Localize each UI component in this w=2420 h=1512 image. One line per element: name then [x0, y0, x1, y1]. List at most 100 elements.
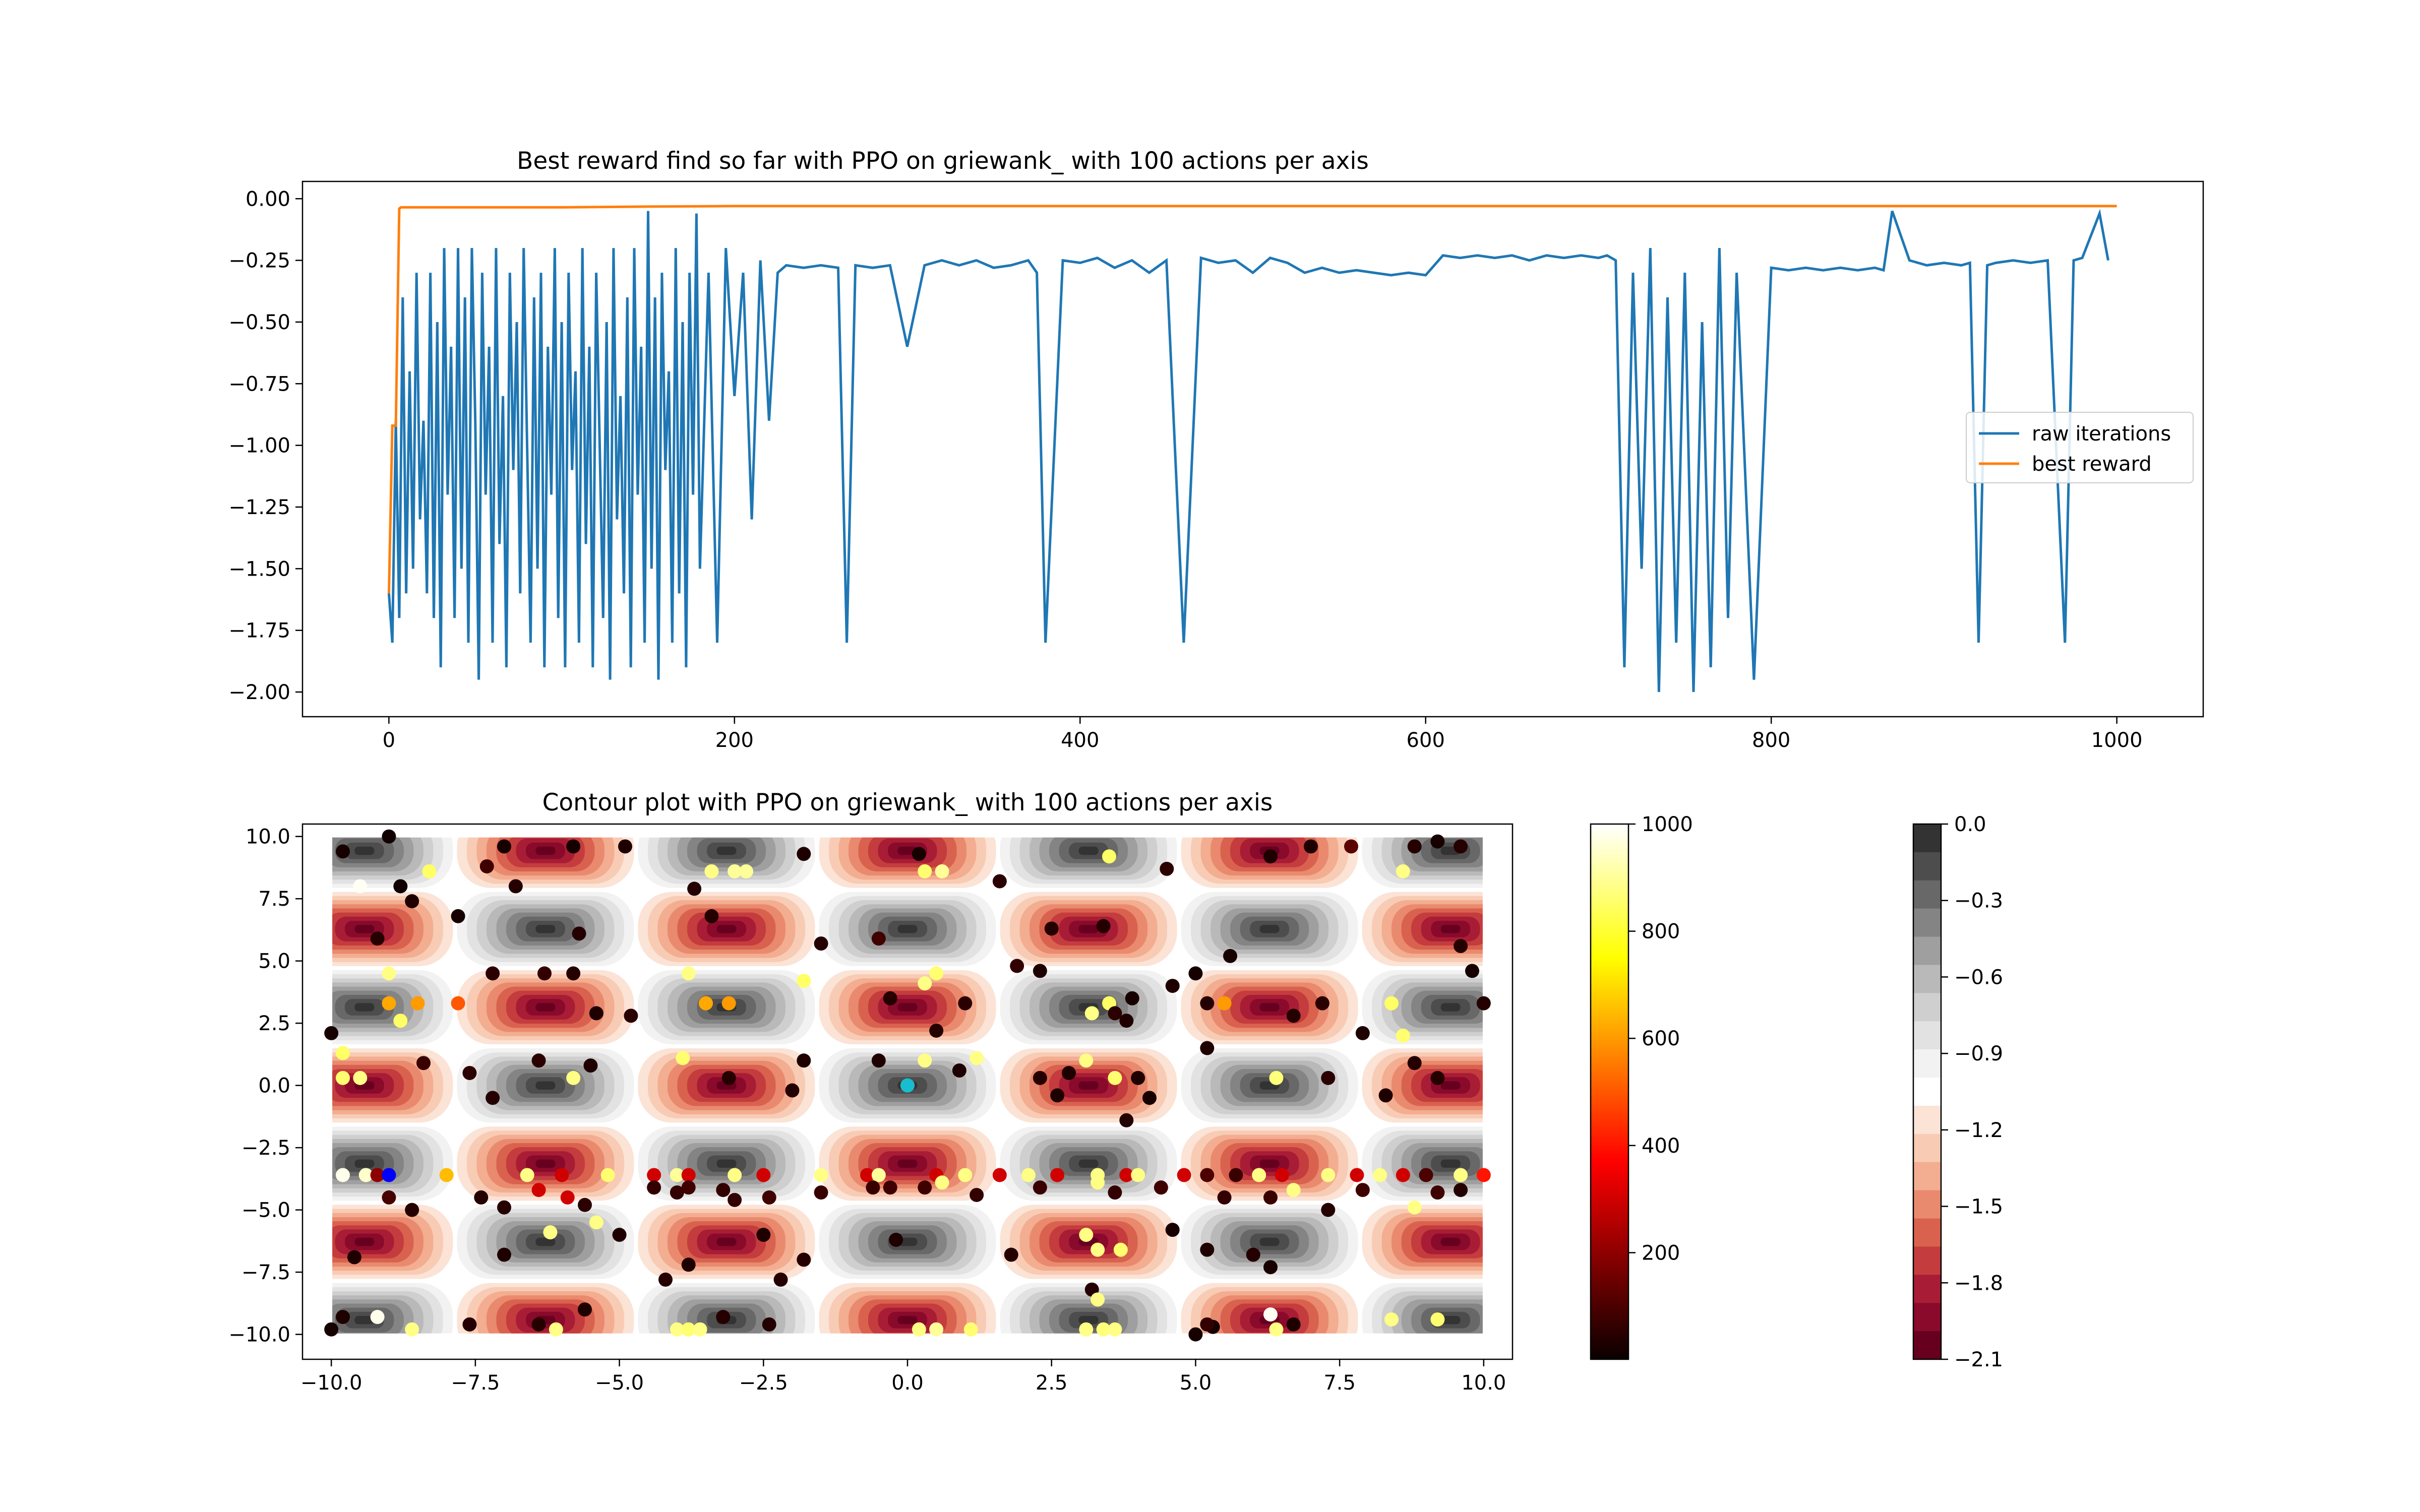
- scatter-point: [531, 1053, 546, 1068]
- scatter-point: [393, 879, 408, 894]
- colorbar-band: [1913, 1078, 1941, 1106]
- scatter-point: [1010, 959, 1024, 973]
- scatter-point: [1079, 1053, 1094, 1068]
- scatter-point: [1125, 991, 1139, 1005]
- scatter-point: [531, 1317, 546, 1332]
- contour-cell-red: [332, 1205, 453, 1279]
- scatter-point: [912, 847, 926, 861]
- scatter-point: [871, 1053, 886, 1068]
- colorbar-tick-label: −2.1: [1954, 1348, 2003, 1371]
- scatter-point: [486, 966, 500, 981]
- scatter-point: [520, 1168, 534, 1182]
- scatter-point: [1131, 1070, 1145, 1085]
- contour-cell-red: [638, 892, 815, 966]
- contour-cell-grey: [819, 892, 996, 966]
- scatter-point: [814, 1185, 828, 1200]
- scatter-point: [1165, 1223, 1180, 1237]
- scatter-point: [405, 894, 419, 909]
- scatter-point: [560, 1190, 575, 1205]
- scatter-point: [1286, 1009, 1301, 1023]
- scatter-point: [1096, 1322, 1111, 1337]
- scatter-point: [336, 1168, 350, 1182]
- contour-cell-grey: [457, 1205, 634, 1279]
- scatter-point: [883, 991, 897, 1005]
- scatter-point: [871, 1168, 886, 1182]
- x-tick-label: −7.5: [451, 1371, 500, 1395]
- scatter-point: [1378, 1088, 1393, 1103]
- scatter-point: [1050, 1088, 1065, 1103]
- line-chart-y-axis: 0.00 −0.25 −0.50 −0.75 −1.00 −1.25 −1.50 −1.75 −…: [228, 187, 302, 704]
- scatter-point: [1154, 1180, 1168, 1195]
- legend: raw iterations best reward: [1966, 412, 2194, 483]
- scatter-point: [970, 1187, 984, 1202]
- scatter-point: [647, 1180, 661, 1195]
- scatter-point: [1321, 1168, 1336, 1182]
- y-tick-label: −2.5: [241, 1137, 290, 1160]
- scatter-point: [353, 1070, 368, 1085]
- scatter-point: [681, 966, 696, 981]
- scatter-point: [1454, 1168, 1468, 1182]
- scatter-point: [1044, 921, 1059, 936]
- scatter-point: [358, 1168, 373, 1182]
- iteration-colorbar-gradient: [1590, 823, 1629, 1360]
- scatter-point: [693, 1322, 707, 1337]
- scatter-point: [866, 1180, 880, 1195]
- y-tick-label: 0.00: [246, 187, 290, 211]
- reward-colorbar-frame: [1912, 823, 1942, 1360]
- scatter-point: [1200, 1041, 1215, 1055]
- x-tick-label: 7.5: [1323, 1371, 1356, 1395]
- scatter-point: [1286, 1317, 1301, 1332]
- scatter-point: [382, 1190, 396, 1205]
- scatter-point: [566, 839, 581, 854]
- x-tick-label: −2.5: [739, 1371, 788, 1395]
- x-tick-label: −5.0: [595, 1371, 644, 1395]
- colorbar-band: [1913, 908, 1941, 937]
- contour-cell-red: [1000, 892, 1177, 966]
- scatter-point: [1263, 1190, 1278, 1205]
- scatter-point: [918, 1180, 932, 1195]
- contour-cell-grey: [332, 837, 453, 888]
- scatter-point: [918, 1053, 932, 1068]
- scatter-point: [992, 874, 1007, 889]
- contour-cell-red: [1362, 1205, 1483, 1279]
- x-tick-label: −10.0: [300, 1371, 362, 1395]
- scatter-point: [370, 1168, 385, 1182]
- colorbar-band: [1913, 1133, 1941, 1163]
- scatter-point: [935, 864, 949, 878]
- scatter-point: [1200, 996, 1215, 1011]
- contour-cell-red: [1000, 1205, 1177, 1279]
- contour-cell-red: [332, 892, 453, 966]
- x-tick-label: 200: [715, 729, 754, 752]
- scatter-point: [935, 1175, 949, 1190]
- scatter-point: [704, 864, 719, 878]
- scatter-point: [1160, 861, 1174, 876]
- contour-cell-red: [457, 1126, 634, 1201]
- scatter-point: [1269, 1070, 1284, 1085]
- scatter-point: [797, 1252, 811, 1267]
- scatter-point: [958, 1168, 973, 1182]
- contour-chart-y-axis: 10.0 7.5 5.0 2.5 0.0 −2.5 −5.0 −7.5 −10.0: [228, 826, 302, 1347]
- contour-background: [332, 837, 1483, 1334]
- x-tick-label: 400: [1061, 729, 1099, 752]
- scatter-point: [336, 844, 350, 859]
- scatter-point: [797, 1053, 811, 1068]
- scatter-point: [1355, 1183, 1370, 1198]
- scatter-point: [1217, 1190, 1232, 1205]
- scatter-point: [1223, 949, 1237, 963]
- colorbar-tick-label: −1.5: [1954, 1195, 2003, 1219]
- scatter-point: [918, 976, 932, 991]
- colorbar-tick-label: 200: [1642, 1241, 1680, 1265]
- iteration-colorbar: 1000 800 600 400 200: [1590, 813, 1693, 1360]
- scatter-point: [1079, 1228, 1094, 1242]
- scatter-point: [1119, 1113, 1134, 1127]
- colorbar-tick-label: −0.3: [1954, 890, 2003, 913]
- scatter-point: [600, 1168, 615, 1182]
- scatter-point: [704, 909, 719, 923]
- scatter-point: [410, 996, 425, 1011]
- legend-box: [1966, 412, 2194, 483]
- colorbar-band: [1913, 1105, 1941, 1135]
- scatter-point: [1217, 996, 1232, 1011]
- x-tick-label: 0: [383, 729, 395, 752]
- contour-cell-grey: [638, 837, 815, 888]
